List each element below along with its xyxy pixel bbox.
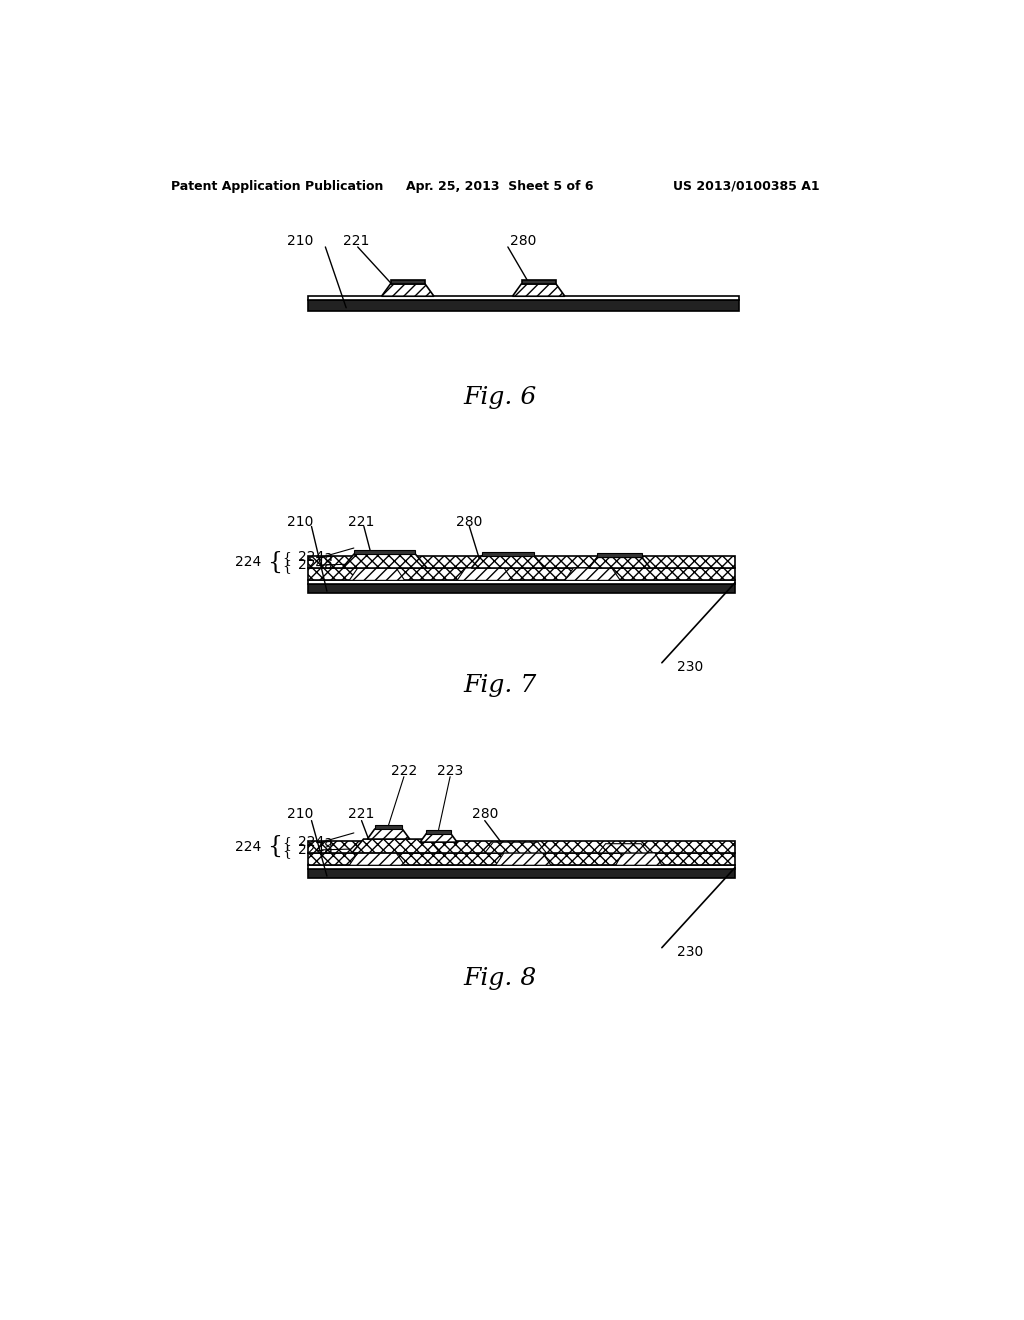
Bar [307,853,735,866]
Text: 224a: 224a [298,836,333,849]
Text: 224: 224 [236,554,261,569]
Bar [426,830,451,834]
Polygon shape [382,284,434,296]
Bar [521,280,556,284]
Text: 280: 280 [510,234,537,248]
Polygon shape [420,834,457,842]
Polygon shape [349,853,404,866]
Text: Fig. 7: Fig. 7 [464,675,537,697]
Text: {: { [283,558,291,573]
Text: 280: 280 [472,808,498,821]
Bar [597,553,642,557]
Text: 223: 223 [437,763,463,777]
Polygon shape [368,829,410,840]
Text: US 2013/0100385 A1: US 2013/0100385 A1 [673,180,820,193]
Text: 210: 210 [287,808,313,821]
Text: {: { [283,836,291,850]
Text: 224: 224 [236,840,261,854]
Polygon shape [615,853,662,866]
Text: 230: 230 [677,945,703,958]
Text: 224a: 224a [298,550,333,564]
Bar [481,552,535,556]
Bar [307,296,739,300]
Polygon shape [589,557,650,568]
Text: {: { [283,550,291,565]
Text: 230: 230 [677,660,703,673]
Text: 222: 222 [391,763,417,777]
Text: 221: 221 [343,234,370,248]
Bar [354,550,416,554]
Polygon shape [342,554,427,568]
Text: 224a: 224a [298,558,333,572]
Text: 224a: 224a [298,843,333,857]
Bar [375,825,402,829]
Text: Fig. 8: Fig. 8 [464,968,537,990]
Polygon shape [484,842,547,853]
Bar [307,568,735,581]
Polygon shape [512,284,565,296]
Polygon shape [349,568,404,581]
Text: {: { [283,843,291,858]
Bar [307,866,735,869]
Bar [307,581,735,585]
Polygon shape [565,568,621,581]
Polygon shape [457,568,512,581]
Bar [391,280,425,284]
Text: 221: 221 [348,515,375,529]
Text: 210: 210 [288,234,313,248]
Text: Patent Application Publication: Patent Application Publication [171,180,383,193]
Bar [307,585,735,594]
Text: Apr. 25, 2013  Sheet 5 of 6: Apr. 25, 2013 Sheet 5 of 6 [407,180,594,193]
Text: {: { [267,836,282,858]
Bar [307,556,735,568]
Text: Fig. 6: Fig. 6 [464,385,537,409]
Polygon shape [471,556,545,568]
Text: 210: 210 [287,515,313,529]
Text: 280: 280 [456,515,482,529]
Polygon shape [352,840,440,853]
Bar [307,869,735,878]
Polygon shape [598,843,648,853]
Bar [307,300,739,312]
Text: {: { [267,550,282,573]
Polygon shape [496,853,551,866]
Text: 221: 221 [348,808,375,821]
Bar [307,841,735,853]
